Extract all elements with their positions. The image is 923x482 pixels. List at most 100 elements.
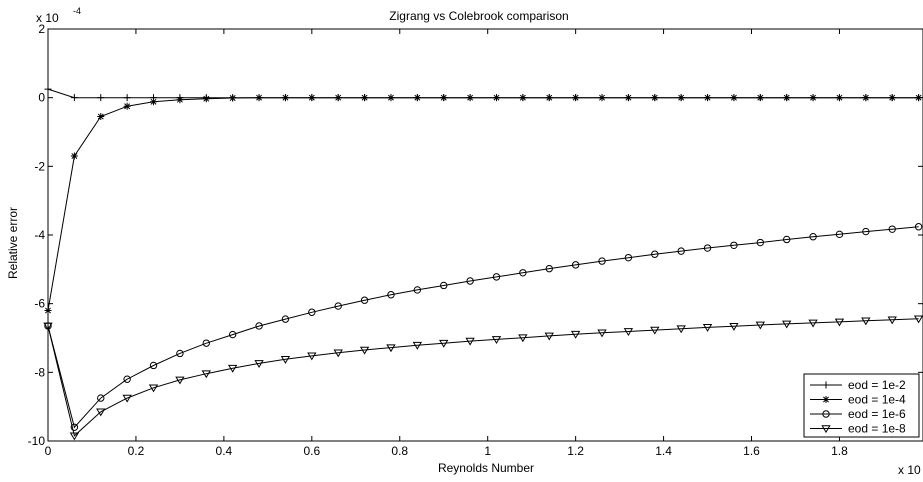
x-tick-label: 1 [484, 444, 491, 458]
x-tick-label: 0.6 [303, 444, 320, 458]
data-point [598, 94, 606, 102]
data-point [229, 94, 237, 102]
data-point [914, 223, 923, 231]
data-point [123, 375, 131, 383]
x-axis-ticks: 0 0.2 0.4 0.6 0.8 1 1.2 1.4 1.6 1.8 [45, 29, 848, 458]
data-point [255, 322, 263, 330]
data-point [334, 302, 342, 310]
data-point [334, 94, 342, 102]
data-point [624, 253, 633, 262]
data-point [756, 94, 764, 102]
data-point [360, 296, 369, 304]
data-point [466, 277, 474, 285]
data-point [228, 330, 237, 339]
legend-marker [821, 425, 831, 434]
legend-item: eod = 1e-8 [810, 422, 906, 436]
x-exponent-label: x 10 [898, 463, 921, 477]
data-point [150, 98, 158, 106]
y-axis-label: Relative error [6, 207, 20, 279]
data-point [176, 349, 184, 358]
data-point [491, 336, 502, 344]
data-point [545, 94, 553, 102]
data-point [755, 321, 765, 330]
data-point [598, 257, 606, 265]
data-point [651, 250, 659, 258]
data-point [97, 94, 105, 102]
data-point [359, 346, 370, 355]
data-point [677, 247, 685, 255]
data-point [809, 233, 817, 241]
data-point [123, 102, 131, 110]
y-tick-label: -4 [34, 228, 45, 242]
legend-item: eod = 1e-2 [810, 378, 906, 392]
y-tick-label: -8 [34, 365, 45, 379]
legend-label: eod = 1e-4 [848, 393, 906, 407]
data-point [571, 261, 580, 269]
data-point [175, 376, 185, 385]
y-exponent-base: x 10 [36, 11, 59, 25]
data-point [704, 94, 712, 102]
data-point [545, 264, 553, 273]
data-point [361, 94, 369, 102]
series-4 [43, 315, 923, 441]
data-point [519, 94, 527, 102]
data-point [70, 94, 78, 102]
y-tick-label: -2 [34, 159, 45, 173]
series-line [47, 97, 919, 311]
data-point [518, 334, 528, 343]
data-point [308, 94, 316, 102]
data-point [835, 230, 844, 239]
data-point [915, 94, 923, 102]
data-point [597, 329, 607, 338]
data-point [834, 318, 845, 327]
data-point [676, 325, 686, 334]
series-2 [44, 94, 923, 315]
data-point [861, 317, 871, 326]
data-point [888, 225, 896, 233]
data-point [413, 94, 421, 102]
legend-label: eod = 1e-2 [848, 378, 906, 392]
data-point [492, 94, 500, 102]
series-line [47, 226, 919, 429]
data-point [888, 94, 896, 102]
data-point [281, 94, 289, 102]
data-point [201, 370, 211, 379]
x-tick-label: 0.2 [128, 444, 145, 458]
data-point [96, 408, 106, 417]
data-point [519, 269, 527, 277]
y-exponent-label: x 10 -4 [36, 6, 81, 25]
data-point [913, 315, 923, 324]
data-point [255, 94, 263, 102]
data-point [176, 96, 184, 104]
data-point [97, 113, 105, 121]
data-point [386, 344, 396, 353]
data-point [783, 94, 791, 102]
data-point [122, 394, 132, 403]
data-point [123, 94, 131, 102]
y-tick-label: 0 [38, 91, 45, 105]
data-point [440, 281, 448, 290]
data-point [97, 394, 105, 402]
data-point [651, 94, 659, 102]
series-line [47, 318, 919, 437]
x-tick-label: 1.4 [655, 444, 672, 458]
x-tick-label: 1.2 [567, 444, 584, 458]
x-tick-label: 0 [45, 444, 52, 458]
data-point [308, 308, 316, 316]
data-point [412, 341, 423, 350]
chart-title: Zigrang vs Colebrook comparison [389, 9, 568, 23]
legend-marker [822, 396, 830, 403]
x-tick-label: 0.4 [216, 444, 233, 458]
data-point [70, 423, 79, 431]
x-axis-label: Reynolds Number [438, 461, 534, 475]
data-point [703, 244, 712, 252]
data-point [387, 291, 395, 299]
data-point [281, 315, 290, 323]
data-point [623, 328, 634, 337]
data-point [782, 320, 792, 329]
legend-item: eod = 1e-4 [810, 393, 906, 407]
data-point [624, 94, 632, 102]
data-point [729, 323, 739, 331]
